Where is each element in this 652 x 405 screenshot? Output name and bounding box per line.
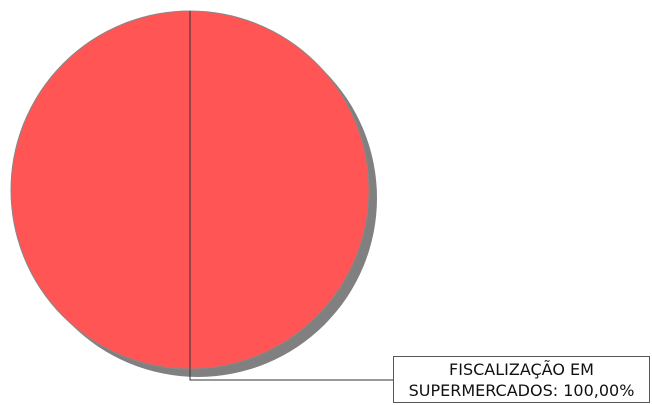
data-label: FISCALIZAÇÃO EM SUPERMERCADOS: 100,00%: [393, 356, 650, 403]
leader-line: [189, 11, 393, 381]
